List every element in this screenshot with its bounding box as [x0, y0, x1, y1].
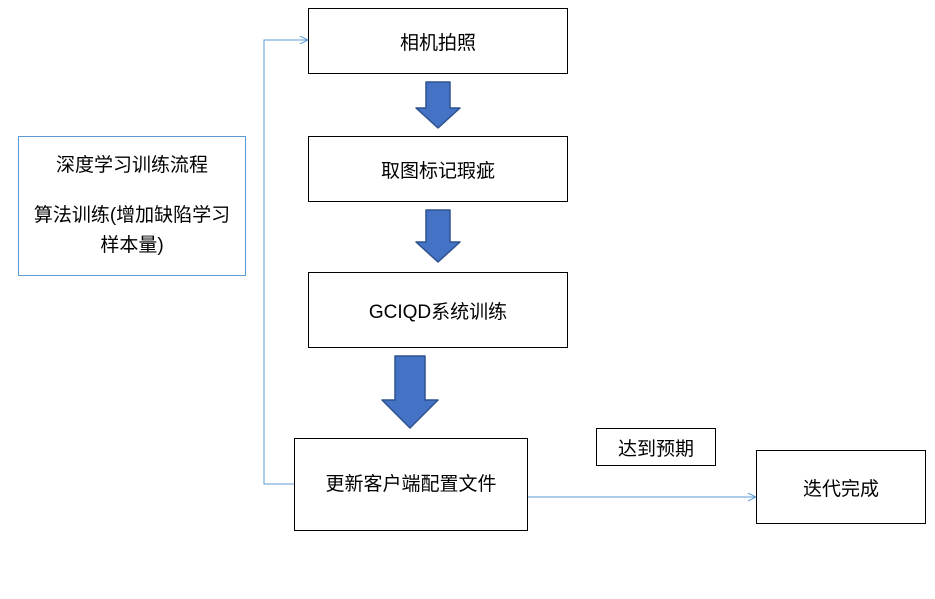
node-label-line1: 深度学习训练流程 — [31, 151, 233, 181]
thin-arrow-loop_back — [264, 40, 308, 484]
node-label: GCIQD系统训练 — [369, 297, 507, 324]
node-n5: 迭代完成 — [756, 450, 926, 524]
block-arrow-n2-n3 — [416, 210, 460, 262]
node-label: 达到预期 — [618, 434, 694, 461]
node-label: 迭代完成 — [803, 474, 879, 501]
node-n4: 更新客户端配置文件 — [294, 438, 528, 531]
thin-arrow-head-loop_back — [300, 36, 308, 44]
node-label: 深度学习训练流程算法训练(增加缺陷学习样本量) — [31, 151, 233, 261]
node-sidebox: 深度学习训练流程算法训练(增加缺陷学习样本量) — [18, 136, 246, 276]
node-label: 取图标记瑕疵 — [381, 156, 495, 183]
node-n2: 取图标记瑕疵 — [308, 136, 568, 202]
thin-arrow-head-to_iteration — [748, 493, 756, 501]
node-label: 相机拍照 — [400, 28, 476, 55]
block-arrow-n1-n2 — [416, 82, 460, 128]
node-label-line2: 算法训练(增加缺陷学习样本量) — [31, 201, 233, 261]
node-n1: 相机拍照 — [308, 8, 568, 74]
node-label_expect: 达到预期 — [596, 428, 716, 466]
node-label: 更新客户端配置文件 — [325, 470, 496, 500]
block-arrow-n3-n4 — [382, 356, 438, 428]
node-n3: GCIQD系统训练 — [308, 272, 568, 348]
